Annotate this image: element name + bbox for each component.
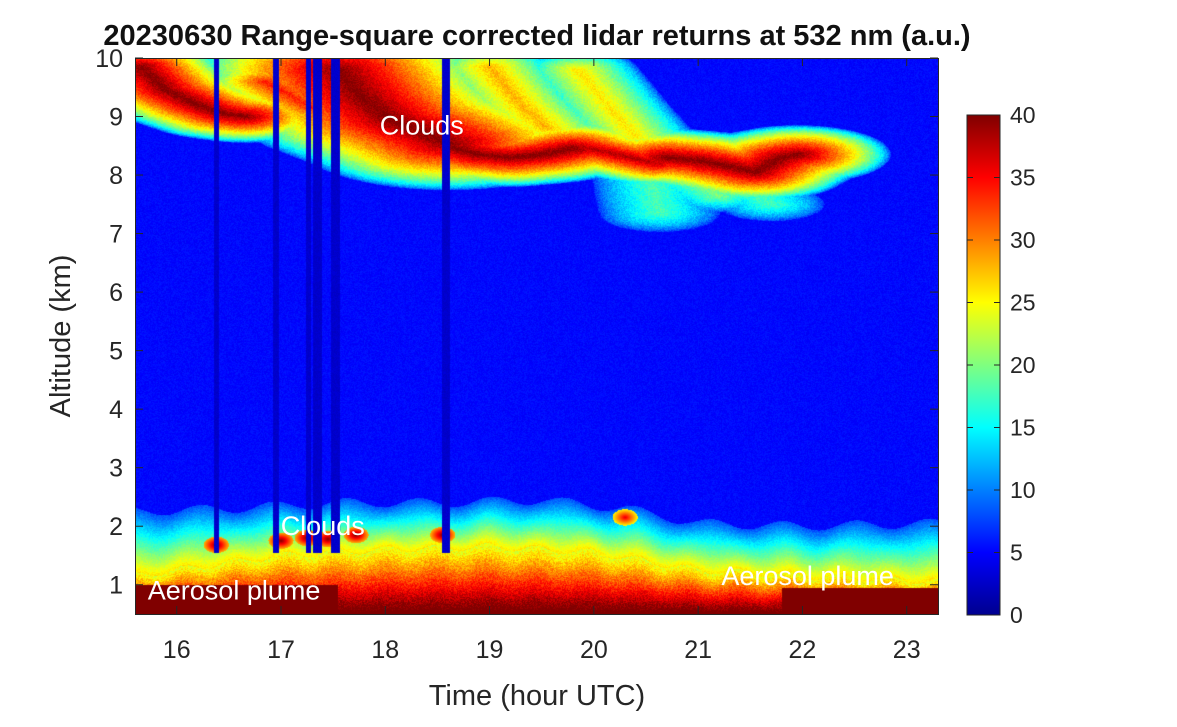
annotation-label: Clouds	[380, 110, 464, 140]
y-tick-label: 2	[109, 513, 123, 541]
colorbar-tick-label: 20	[1010, 352, 1036, 378]
chart-title: 20230630 Range-square corrected lidar re…	[103, 20, 970, 52]
x-tick-label: 17	[267, 636, 295, 664]
colorbar-tick-label: 40	[1010, 102, 1036, 128]
plot-frame	[135, 58, 939, 615]
colorbar-tick-label: 35	[1010, 165, 1036, 191]
y-tick-label: 8	[109, 162, 123, 190]
colorbar-tick-label: 15	[1010, 415, 1036, 441]
x-axis-label: Time (hour UTC)	[429, 680, 645, 712]
x-tick-label: 22	[789, 636, 817, 664]
colorbar-tick-label: 0	[1010, 602, 1023, 628]
annotation-label: Aerosol plume	[721, 561, 894, 591]
colorbar-tick-label: 10	[1010, 477, 1036, 503]
y-axis: 1 2 3 4 5 6 7 8 9 10	[95, 45, 938, 600]
y-tick-label: 6	[109, 279, 123, 307]
annotation-label: Aerosol plume	[148, 576, 321, 606]
y-tick-label: 5	[109, 338, 123, 366]
colorbar-tick-label: 25	[1010, 290, 1036, 316]
y-tick-label: 9	[109, 104, 123, 132]
x-tick-label: 20	[580, 636, 608, 664]
colorbar-axis: 0 5 10 15 20 25 30 35 40	[967, 102, 1036, 628]
annotation-label: Clouds	[281, 511, 365, 541]
colorbar-tick-label: 30	[1010, 227, 1036, 253]
y-tick-label: 7	[109, 221, 123, 249]
x-tick-label: 19	[476, 636, 504, 664]
x-tick-label: 16	[163, 636, 191, 664]
x-axis: 16 17 18 19 20 21 22 23	[163, 58, 921, 664]
lidar-heatmap	[135, 58, 938, 614]
x-tick-label: 21	[684, 636, 712, 664]
colorbar-tick-label: 5	[1010, 540, 1023, 566]
x-tick-label: 23	[893, 636, 921, 664]
y-tick-label: 4	[109, 396, 123, 424]
y-tick-label: 1	[109, 572, 123, 600]
y-tick-label: 10	[95, 45, 123, 73]
annotations: Clouds Clouds Aerosol plume Aerosol plume	[148, 110, 894, 605]
x-tick-label: 18	[371, 636, 399, 664]
y-axis-label: Altitude (km)	[45, 255, 77, 418]
y-tick-label: 3	[109, 455, 123, 483]
